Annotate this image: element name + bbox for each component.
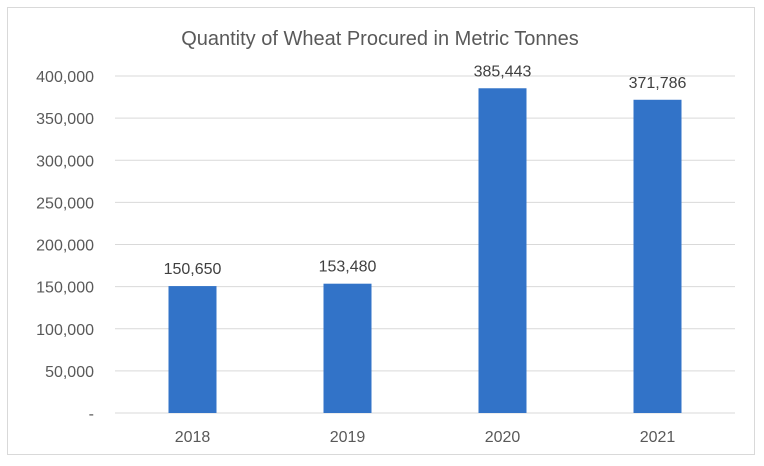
x-axis-tick-labels: 2018 2019 2020 2021 bbox=[175, 429, 676, 446]
bar-2018 bbox=[168, 286, 217, 413]
data-label-2018: 150,650 bbox=[164, 261, 222, 278]
x-tick-label: 2018 bbox=[175, 429, 211, 446]
bar-2019 bbox=[323, 283, 372, 413]
y-tick-label: 200,000 bbox=[36, 238, 94, 255]
x-tick-label: 2020 bbox=[485, 429, 521, 446]
data-label-2020: 385,443 bbox=[474, 63, 532, 80]
x-tick-label: 2019 bbox=[330, 429, 366, 446]
y-tick-label: - bbox=[89, 406, 94, 423]
bar-2020 bbox=[478, 88, 527, 413]
data-label-2021: 371,786 bbox=[629, 75, 687, 92]
y-tick-label: 50,000 bbox=[45, 364, 94, 381]
chart-title: Quantity of Wheat Procured in Metric Ton… bbox=[181, 28, 579, 50]
y-tick-label: 300,000 bbox=[36, 153, 94, 170]
y-tick-label: 350,000 bbox=[36, 111, 94, 128]
data-labels: 150,650 153,480 385,443 371,786 bbox=[164, 63, 687, 278]
data-label-2019: 153,480 bbox=[319, 259, 377, 276]
y-tick-label: 150,000 bbox=[36, 280, 94, 297]
chart-frame bbox=[7, 7, 755, 455]
bars bbox=[168, 88, 682, 413]
y-tick-label: 250,000 bbox=[36, 195, 94, 212]
y-axis-tick-labels: - 50,000 100,000 150,000 200,000 250,000 300,0… bbox=[36, 69, 94, 423]
gridlines bbox=[115, 75, 735, 414]
y-tick-label: 400,000 bbox=[36, 69, 94, 86]
bar-2021 bbox=[633, 99, 682, 413]
y-tick-label: 100,000 bbox=[36, 322, 94, 339]
x-tick-label: 2021 bbox=[640, 429, 676, 446]
